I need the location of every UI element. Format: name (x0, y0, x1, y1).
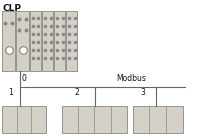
Bar (2, 11, 15, 71)
Text: Modbus: Modbus (116, 74, 146, 83)
Bar (132, 106, 182, 133)
Bar (62, 106, 126, 133)
Bar (30, 11, 41, 71)
Text: 3: 3 (140, 88, 145, 97)
Text: 0: 0 (21, 74, 26, 83)
Bar (2, 106, 46, 133)
Bar (66, 11, 77, 71)
Text: 2: 2 (74, 88, 79, 97)
Text: 1: 1 (8, 88, 13, 97)
Bar (16, 11, 29, 71)
Bar (54, 11, 65, 71)
Text: CLP: CLP (2, 4, 21, 13)
Bar (42, 11, 53, 71)
